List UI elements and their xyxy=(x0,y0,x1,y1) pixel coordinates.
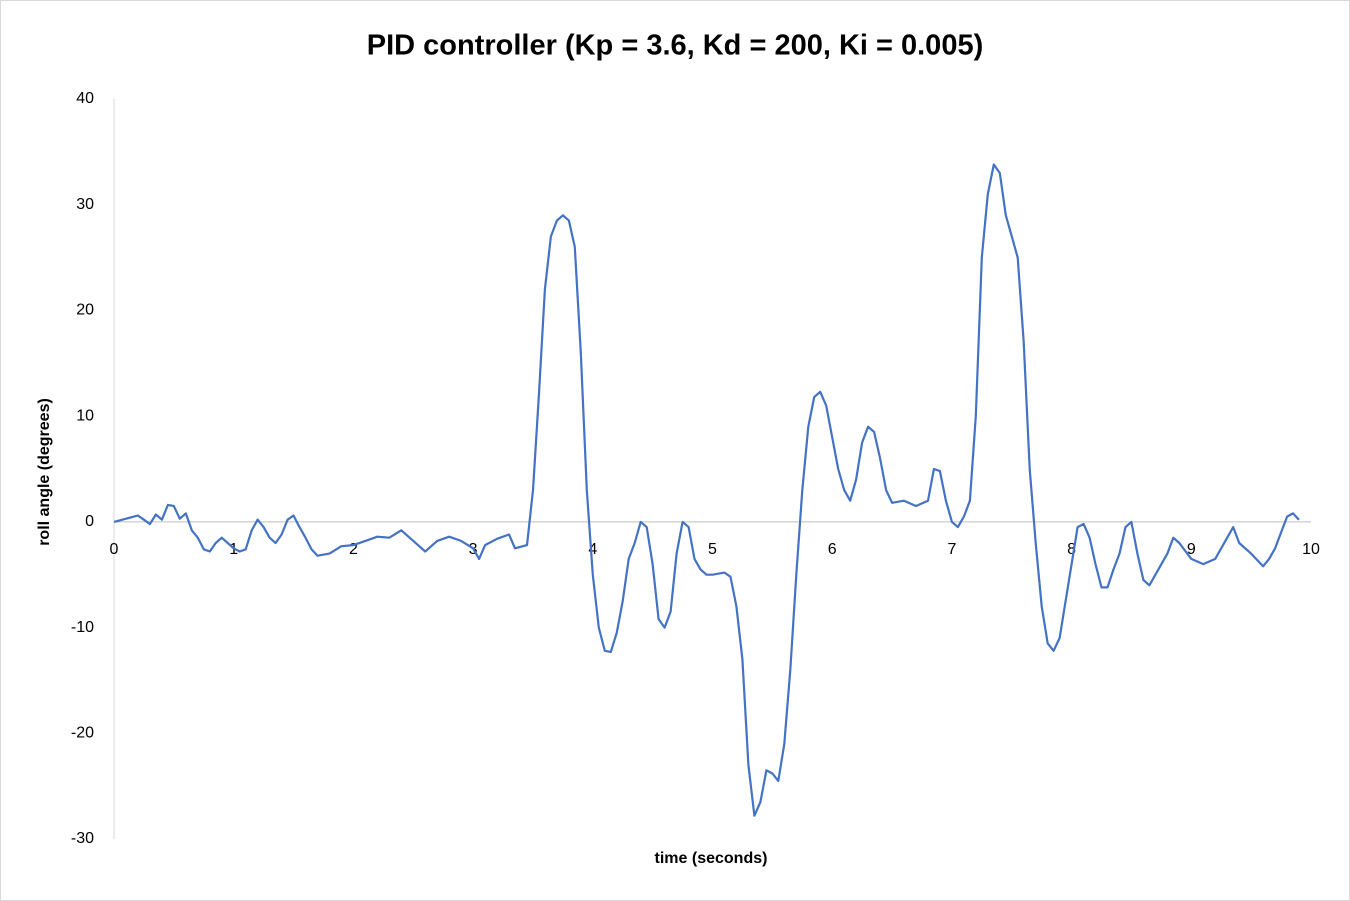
x-tick-label: 10 xyxy=(1302,541,1320,558)
x-tick-label: 9 xyxy=(1187,541,1196,558)
y-tick-label: 40 xyxy=(76,90,94,107)
chart-title: PID controller (Kp = 3.6, Kd = 200, Ki =… xyxy=(367,30,983,62)
x-tick-label: 5 xyxy=(708,541,717,558)
x-tick-label: 7 xyxy=(947,541,956,558)
x-axis-label: time (seconds) xyxy=(655,850,768,867)
y-tick-label: 30 xyxy=(76,196,94,213)
y-tick-label: -30 xyxy=(71,830,94,847)
data-line xyxy=(113,163,1300,817)
y-tick-label: -10 xyxy=(71,619,94,636)
y-tick-label: -20 xyxy=(71,725,94,742)
x-tick-label: 2 xyxy=(349,541,358,558)
y-axis-label: roll angle (degrees) xyxy=(36,398,53,546)
x-tick-label: 6 xyxy=(828,541,837,558)
x-tick-label: 8 xyxy=(1067,541,1076,558)
y-tick-label: 0 xyxy=(85,513,94,530)
x-tick-label: 4 xyxy=(588,541,597,558)
x-tick-label: 0 xyxy=(110,541,119,558)
y-tick-label: 10 xyxy=(76,407,94,424)
x-tick-label: 1 xyxy=(229,541,238,558)
y-tick-label: 20 xyxy=(76,302,94,319)
